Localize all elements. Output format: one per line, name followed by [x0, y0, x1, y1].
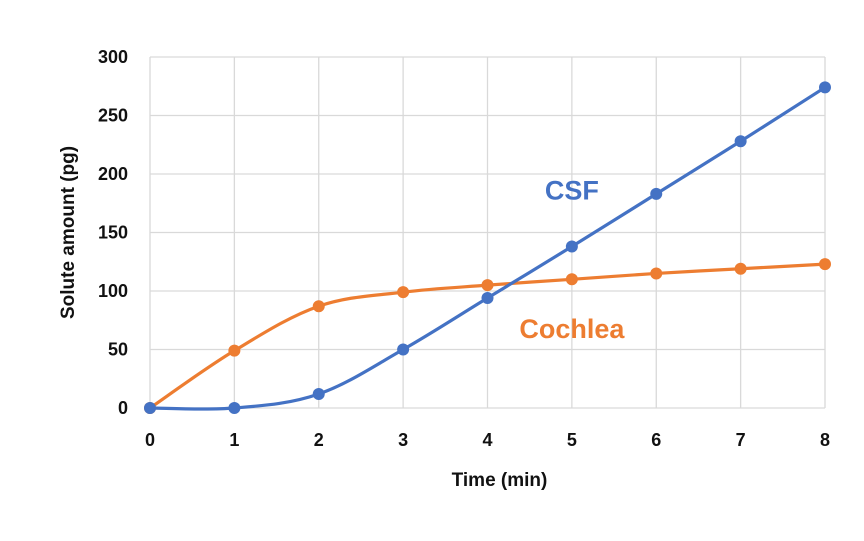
x-tick-label: 2: [314, 430, 324, 450]
data-point-csf: [312, 387, 325, 400]
data-point-csf: [228, 402, 241, 414]
data-point-cochlea: [481, 279, 494, 292]
grid: [149, 56, 826, 409]
data-point-cochlea: [397, 286, 410, 299]
data-point-cochlea: [228, 344, 241, 357]
series-label-csf: CSF: [545, 176, 599, 206]
x-tick-label: 8: [820, 430, 830, 450]
y-tick-label: 200: [98, 164, 128, 184]
y-tick-label: 150: [98, 223, 128, 243]
y-tick-label: 100: [98, 281, 128, 301]
data-point-csf: [650, 187, 663, 200]
series: [144, 81, 831, 414]
axes: 0 50 100 150 200 250 300 0 1 2 3 4 5 6 7 8 Time (min) Sol…: [58, 47, 830, 491]
y-axis-title: Solute amount (pg): [58, 146, 79, 319]
x-tick-label: 6: [651, 430, 661, 450]
data-point-csf: [819, 81, 831, 94]
x-tick-label: 1: [229, 430, 239, 450]
x-axis-title: Time (min): [452, 470, 548, 491]
data-point-csf: [734, 135, 747, 148]
x-tick-label: 3: [398, 430, 408, 450]
data-point-cochlea: [312, 300, 325, 313]
data-point-csf: [397, 343, 410, 356]
x-tick-label: 0: [145, 430, 155, 450]
x-tick-label: 5: [567, 430, 577, 450]
data-point-cochlea: [565, 273, 578, 286]
y-tick-label: 0: [118, 398, 128, 418]
data-point-cochlea: [734, 262, 747, 275]
y-tick-label: 50: [108, 340, 128, 360]
labels: CSF Cochlea: [519, 176, 625, 344]
data-point-cochlea: [650, 267, 663, 280]
y-tick-label: 250: [98, 106, 128, 126]
data-point-csf: [144, 402, 156, 414]
x-tick-label: 7: [736, 430, 746, 450]
x-tick-label: 4: [482, 430, 492, 450]
data-point-csf: [481, 292, 494, 305]
data-point-csf: [565, 240, 578, 253]
data-point-cochlea: [819, 258, 831, 271]
series-label-cochlea: Cochlea: [519, 314, 625, 344]
y-tick-label: 300: [98, 47, 128, 67]
